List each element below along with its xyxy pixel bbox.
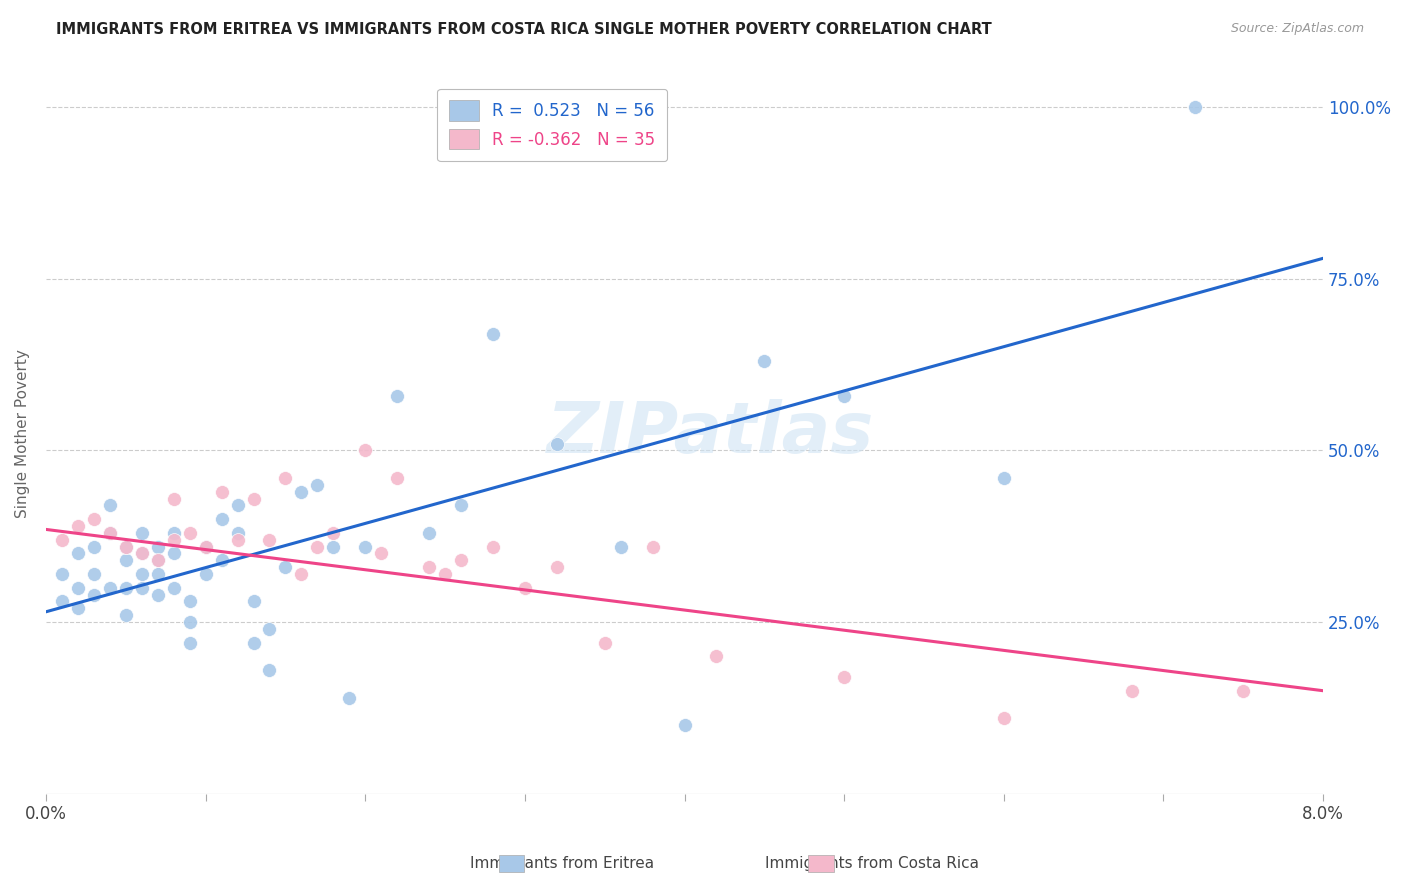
- Point: [322, 525, 344, 540]
- Point: [98, 499, 121, 513]
- Point: [114, 540, 136, 554]
- Point: [163, 581, 186, 595]
- Point: [98, 525, 121, 540]
- Text: IMMIGRANTS FROM ERITREA VS IMMIGRANTS FROM COSTA RICA SINGLE MOTHER POVERTY CORR: IMMIGRANTS FROM ERITREA VS IMMIGRANTS FR…: [56, 22, 993, 37]
- Point: [114, 540, 136, 554]
- Point: [307, 540, 329, 554]
- Point: [146, 540, 169, 554]
- Point: [98, 525, 121, 540]
- Point: [179, 615, 201, 629]
- Point: [179, 594, 201, 608]
- Point: [706, 649, 728, 664]
- Point: [131, 546, 153, 560]
- Point: [83, 567, 105, 582]
- Point: [66, 601, 89, 615]
- Point: [146, 553, 169, 567]
- Point: [226, 499, 249, 513]
- Point: [259, 622, 281, 636]
- Point: [418, 560, 440, 574]
- Point: [307, 478, 329, 492]
- Point: [482, 326, 505, 341]
- Point: [146, 553, 169, 567]
- Point: [114, 553, 136, 567]
- Point: [993, 711, 1015, 725]
- Point: [66, 546, 89, 560]
- Point: [66, 519, 89, 533]
- Point: [418, 525, 440, 540]
- Point: [593, 635, 616, 649]
- Point: [66, 581, 89, 595]
- Point: [131, 546, 153, 560]
- Point: [242, 635, 264, 649]
- Point: [163, 533, 186, 547]
- Point: [832, 388, 855, 402]
- Point: [354, 540, 377, 554]
- Point: [546, 560, 568, 574]
- Legend: R =  0.523   N = 56, R = -0.362   N = 35: R = 0.523 N = 56, R = -0.362 N = 35: [437, 88, 668, 161]
- Point: [513, 581, 536, 595]
- Point: [179, 635, 201, 649]
- Point: [641, 540, 664, 554]
- Point: [1184, 100, 1206, 114]
- Point: [259, 663, 281, 677]
- Point: [337, 690, 360, 705]
- Point: [51, 594, 73, 608]
- Point: [450, 553, 472, 567]
- Point: [385, 388, 408, 402]
- Point: [194, 540, 217, 554]
- Point: [482, 540, 505, 554]
- Point: [993, 471, 1015, 485]
- Point: [114, 581, 136, 595]
- Point: [609, 540, 631, 554]
- Point: [146, 567, 169, 582]
- Point: [242, 491, 264, 506]
- Point: [51, 567, 73, 582]
- Y-axis label: Single Mother Poverty: Single Mother Poverty: [15, 349, 30, 517]
- Point: [259, 533, 281, 547]
- Point: [211, 484, 233, 499]
- Point: [1232, 683, 1254, 698]
- Point: [51, 533, 73, 547]
- Point: [83, 540, 105, 554]
- Point: [1121, 683, 1143, 698]
- Point: [354, 443, 377, 458]
- Text: Source: ZipAtlas.com: Source: ZipAtlas.com: [1230, 22, 1364, 36]
- Point: [211, 553, 233, 567]
- Point: [754, 354, 776, 368]
- Point: [83, 512, 105, 526]
- Text: ZIPatlas: ZIPatlas: [547, 399, 873, 467]
- Point: [211, 512, 233, 526]
- Point: [274, 560, 297, 574]
- Point: [114, 608, 136, 623]
- Text: Immigrants from Eritrea: Immigrants from Eritrea: [471, 856, 654, 871]
- Point: [385, 471, 408, 485]
- Point: [226, 525, 249, 540]
- Point: [832, 670, 855, 684]
- Point: [163, 491, 186, 506]
- Point: [450, 499, 472, 513]
- Point: [98, 581, 121, 595]
- Point: [131, 567, 153, 582]
- Text: Immigrants from Costa Rica: Immigrants from Costa Rica: [765, 856, 979, 871]
- Point: [242, 594, 264, 608]
- Point: [163, 525, 186, 540]
- Point: [194, 540, 217, 554]
- Point: [274, 471, 297, 485]
- Point: [83, 588, 105, 602]
- Point: [673, 718, 696, 732]
- Point: [131, 581, 153, 595]
- Point: [179, 525, 201, 540]
- Point: [290, 484, 312, 499]
- Point: [194, 567, 217, 582]
- Point: [226, 533, 249, 547]
- Point: [131, 525, 153, 540]
- Point: [163, 546, 186, 560]
- Point: [546, 436, 568, 450]
- Point: [370, 546, 392, 560]
- Point: [434, 567, 457, 582]
- Point: [146, 588, 169, 602]
- Point: [322, 540, 344, 554]
- Point: [290, 567, 312, 582]
